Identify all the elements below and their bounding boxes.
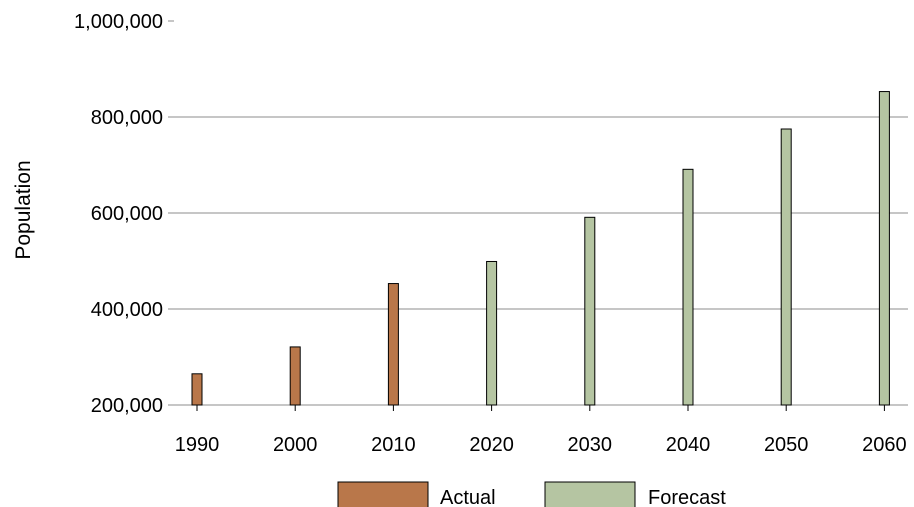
legend-swatch-actual [337,481,429,507]
bar-forecast-2020 [486,260,498,406]
legend-label-forecast: Forecast [648,487,726,507]
bar-forecast-2040 [682,168,694,406]
y-tick-label: 800,000 [91,107,163,129]
bars [191,91,890,406]
bar-actual-2010 [387,283,399,406]
x-tick-label: 2000 [273,434,318,456]
bar-forecast-2030 [584,216,596,406]
x-tick-label: 2050 [764,434,809,456]
bar-forecast-2060 [878,91,890,406]
gridlines [174,116,908,406]
y-tick-label: 600,000 [91,203,163,225]
legend: Actual Forecast [337,481,726,507]
bar-forecast-2050 [780,128,792,406]
bar-actual-2000 [289,346,301,406]
x-tick-label: 1990 [175,434,220,456]
x-axis: 1990 2000 2010 2020 2030 2040 2050 2060 [175,405,907,456]
y-tick-label: 200,000 [91,395,163,417]
y-axis-title: Population [12,160,35,259]
x-tick-label: 2030 [568,434,613,456]
x-tick-label: 2040 [666,434,711,456]
y-tick-label: 1,000,000 [74,11,163,33]
bar-actual-1990 [191,373,203,406]
y-tick-label: 400,000 [91,299,163,321]
legend-label-actual: Actual [440,487,496,507]
y-axis: 200,000 400,000 600,000 800,000 1,000,000 [74,11,174,417]
x-tick-label: 2010 [371,434,416,456]
x-tick-label: 2060 [862,434,907,456]
legend-swatch-forecast [544,481,636,507]
x-tick-label: 2020 [469,434,514,456]
